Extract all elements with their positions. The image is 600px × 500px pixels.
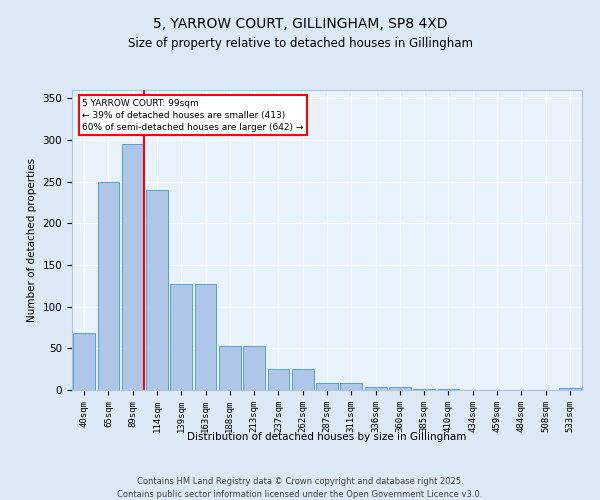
Bar: [559, 388, 581, 390]
Bar: [389, 386, 411, 390]
Bar: [219, 346, 241, 390]
Bar: [316, 382, 338, 390]
Bar: [97, 182, 119, 390]
Bar: [340, 382, 362, 390]
Bar: [413, 389, 435, 390]
Bar: [122, 144, 143, 390]
Text: Contains HM Land Registry data © Crown copyright and database right 2025.
Contai: Contains HM Land Registry data © Crown c…: [118, 478, 482, 499]
Bar: [268, 369, 289, 390]
Bar: [292, 369, 314, 390]
Bar: [243, 346, 265, 390]
Text: Size of property relative to detached houses in Gillingham: Size of property relative to detached ho…: [128, 38, 473, 51]
Bar: [437, 389, 460, 390]
Text: Distribution of detached houses by size in Gillingham: Distribution of detached houses by size …: [187, 432, 467, 442]
Bar: [73, 334, 95, 390]
Bar: [194, 284, 217, 390]
Bar: [170, 284, 192, 390]
Bar: [146, 190, 168, 390]
Y-axis label: Number of detached properties: Number of detached properties: [27, 158, 37, 322]
Bar: [365, 386, 386, 390]
Text: 5 YARROW COURT: 99sqm
← 39% of detached houses are smaller (413)
60% of semi-det: 5 YARROW COURT: 99sqm ← 39% of detached …: [82, 99, 304, 132]
Text: 5, YARROW COURT, GILLINGHAM, SP8 4XD: 5, YARROW COURT, GILLINGHAM, SP8 4XD: [153, 18, 447, 32]
